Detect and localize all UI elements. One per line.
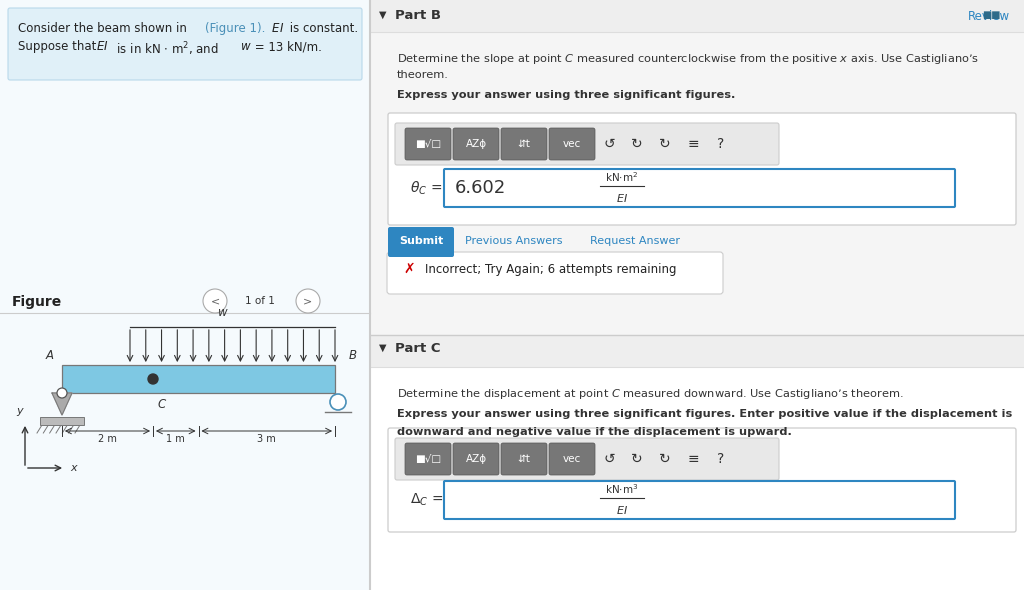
Circle shape bbox=[330, 394, 346, 410]
Text: Part B: Part B bbox=[395, 9, 441, 22]
Text: ≡: ≡ bbox=[687, 452, 698, 466]
Text: Previous Answers: Previous Answers bbox=[465, 236, 562, 246]
Text: C: C bbox=[157, 398, 165, 411]
Text: x: x bbox=[70, 463, 77, 473]
Text: $EI$: $EI$ bbox=[96, 40, 109, 53]
Text: Express your answer using three significant figures. Enter positive value if the: Express your answer using three signific… bbox=[397, 409, 1013, 419]
Text: ⇵t: ⇵t bbox=[517, 454, 530, 464]
Text: vec: vec bbox=[563, 139, 582, 149]
Text: ▼: ▼ bbox=[379, 10, 386, 20]
Text: B: B bbox=[349, 349, 357, 362]
FancyBboxPatch shape bbox=[501, 443, 547, 475]
Text: A: A bbox=[46, 349, 54, 362]
FancyBboxPatch shape bbox=[387, 252, 723, 294]
Text: Submit: Submit bbox=[399, 236, 443, 246]
Text: ↺: ↺ bbox=[603, 452, 614, 466]
Bar bbox=[370, 0, 1024, 32]
Text: $\theta_C$ =: $\theta_C$ = bbox=[410, 179, 442, 196]
Text: 1 m: 1 m bbox=[166, 434, 185, 444]
Text: ■√□: ■√□ bbox=[415, 139, 441, 149]
Text: kN$\cdot$m$^2$: kN$\cdot$m$^2$ bbox=[605, 170, 639, 184]
Text: is in kN $\cdot$ m$^2$, and: is in kN $\cdot$ m$^2$, and bbox=[113, 40, 220, 58]
Text: Determine the displacement at point $C$ measured downward. Use Castigliano’s the: Determine the displacement at point $C$ … bbox=[397, 387, 903, 401]
Text: downward and negative value if the displacement is upward.: downward and negative value if the displ… bbox=[397, 427, 792, 437]
Text: $EI$: $EI$ bbox=[616, 192, 628, 204]
Text: ↻: ↻ bbox=[631, 137, 643, 151]
Text: ↺: ↺ bbox=[603, 137, 614, 151]
Text: = 13 kN/m.: = 13 kN/m. bbox=[251, 40, 322, 53]
FancyBboxPatch shape bbox=[406, 443, 451, 475]
Text: $EI$: $EI$ bbox=[616, 504, 628, 516]
Text: Determine the slope at point $C$ measured counterclockwise from the positive $x$: Determine the slope at point $C$ measure… bbox=[397, 52, 979, 66]
Text: ■■: ■■ bbox=[982, 10, 1000, 20]
Text: Consider the beam shown in: Consider the beam shown in bbox=[18, 22, 190, 35]
Text: ≡: ≡ bbox=[687, 137, 698, 151]
Text: Suppose that: Suppose that bbox=[18, 40, 100, 53]
Text: ?: ? bbox=[718, 452, 725, 466]
Bar bbox=[370, 335, 1024, 367]
Text: ↻: ↻ bbox=[659, 452, 671, 466]
Text: 1 of 1: 1 of 1 bbox=[245, 296, 274, 306]
Text: kN$\cdot$m$^3$: kN$\cdot$m$^3$ bbox=[605, 482, 639, 496]
FancyBboxPatch shape bbox=[388, 113, 1016, 225]
Text: y: y bbox=[16, 406, 24, 416]
Bar bbox=[40, 417, 84, 425]
Text: theorem.: theorem. bbox=[397, 70, 449, 80]
Text: ↻: ↻ bbox=[631, 452, 643, 466]
Bar bbox=[0, 0, 370, 590]
FancyBboxPatch shape bbox=[406, 128, 451, 160]
FancyBboxPatch shape bbox=[388, 227, 454, 257]
Text: 2 m: 2 m bbox=[98, 434, 117, 444]
FancyBboxPatch shape bbox=[501, 128, 547, 160]
Text: Review: Review bbox=[968, 10, 1010, 23]
Polygon shape bbox=[52, 393, 72, 415]
Text: Part C: Part C bbox=[395, 342, 440, 355]
Bar bbox=[62, 365, 335, 393]
Text: ⇵t: ⇵t bbox=[517, 139, 530, 149]
FancyBboxPatch shape bbox=[8, 8, 362, 80]
Text: is constant.: is constant. bbox=[286, 22, 358, 35]
FancyBboxPatch shape bbox=[453, 128, 499, 160]
Text: (Figure 1).: (Figure 1). bbox=[205, 22, 265, 35]
Text: ↻: ↻ bbox=[659, 137, 671, 151]
Circle shape bbox=[148, 374, 158, 384]
FancyBboxPatch shape bbox=[444, 481, 955, 519]
FancyBboxPatch shape bbox=[453, 443, 499, 475]
Text: Request Answer: Request Answer bbox=[590, 236, 680, 246]
Text: 3 m: 3 m bbox=[257, 434, 276, 444]
Text: $EI$: $EI$ bbox=[268, 22, 285, 35]
Text: AZϕ: AZϕ bbox=[466, 454, 486, 464]
Text: >: > bbox=[303, 296, 312, 306]
Text: 6.602: 6.602 bbox=[455, 179, 506, 197]
Bar bbox=[370, 335, 1024, 590]
Text: w: w bbox=[218, 306, 227, 319]
Text: Incorrect; Try Again; 6 attempts remaining: Incorrect; Try Again; 6 attempts remaini… bbox=[425, 263, 677, 276]
Bar bbox=[370, 0, 1024, 335]
Text: Figure: Figure bbox=[12, 295, 62, 309]
Text: AZϕ: AZϕ bbox=[466, 139, 486, 149]
Circle shape bbox=[203, 289, 227, 313]
Circle shape bbox=[57, 388, 67, 398]
Text: vec: vec bbox=[563, 454, 582, 464]
FancyBboxPatch shape bbox=[395, 438, 779, 480]
Text: <: < bbox=[210, 296, 219, 306]
Text: $w$: $w$ bbox=[240, 40, 252, 53]
Text: Express your answer using three significant figures.: Express your answer using three signific… bbox=[397, 90, 735, 100]
Circle shape bbox=[296, 289, 319, 313]
Text: ✗: ✗ bbox=[403, 262, 415, 276]
FancyBboxPatch shape bbox=[388, 428, 1016, 532]
Text: $\Delta_C$ =: $\Delta_C$ = bbox=[410, 492, 443, 508]
Text: ▼: ▼ bbox=[379, 343, 386, 353]
FancyBboxPatch shape bbox=[444, 169, 955, 207]
FancyBboxPatch shape bbox=[549, 443, 595, 475]
FancyBboxPatch shape bbox=[395, 123, 779, 165]
FancyBboxPatch shape bbox=[549, 128, 595, 160]
Text: ?: ? bbox=[718, 137, 725, 151]
Text: ■√□: ■√□ bbox=[415, 454, 441, 464]
